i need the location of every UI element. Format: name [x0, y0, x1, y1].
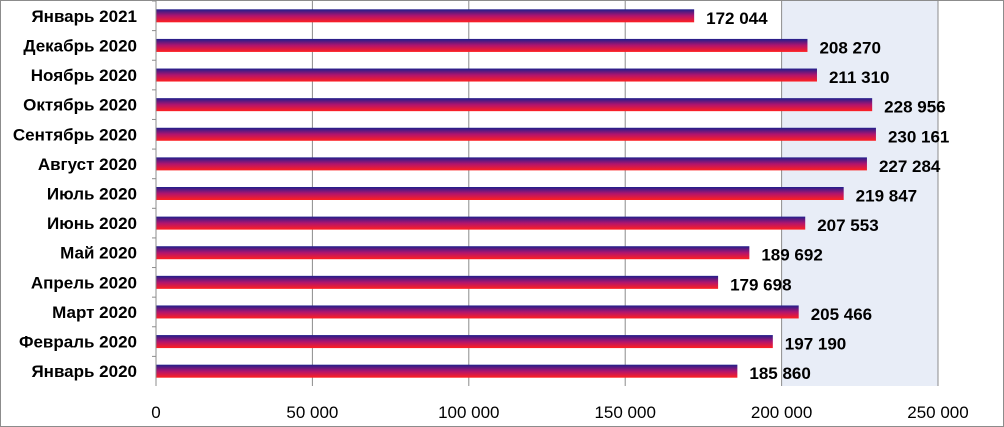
category-labels: Январь 2021 Декабрь 2020 Ноябрь 2020 Октябр… — [13, 1, 156, 381]
category-label: Декабрь 2020 — [23, 36, 137, 55]
value-label: 227 284 — [879, 157, 941, 176]
value-label: 207 553 — [817, 216, 878, 235]
bar — [156, 275, 719, 289]
value-label: 211 310 — [829, 68, 890, 87]
value-label: 219 847 — [856, 187, 917, 206]
bar — [156, 216, 806, 230]
bar — [156, 127, 876, 141]
x-tick-label: 200 000 — [751, 403, 812, 422]
bar — [156, 246, 750, 260]
value-label: 208 270 — [819, 38, 880, 57]
bar — [156, 305, 799, 319]
category-label: Май 2020 — [60, 244, 137, 263]
x-axis-ticks: 0 50 000 100 000 150 000 200 000 250 000 — [151, 403, 968, 422]
bar — [156, 187, 844, 200]
bars — [156, 9, 876, 378]
category-label: Август 2020 — [38, 155, 137, 174]
value-labels: 172 044 208 270 211 310 228 956 230 161 227 2… — [706, 9, 949, 383]
category-label: Январь 2020 — [31, 362, 137, 381]
value-label: 179 698 — [730, 275, 791, 294]
bar — [156, 335, 773, 349]
bar — [156, 9, 695, 23]
category-label: Март 2020 — [52, 303, 137, 322]
category-label: Январь 2021 — [31, 7, 137, 26]
value-label: 197 190 — [785, 335, 846, 354]
value-label: 172 044 — [706, 9, 768, 28]
bar — [156, 364, 738, 378]
value-label: 205 466 — [811, 305, 872, 324]
bar — [156, 38, 808, 52]
category-label: Ноябрь 2020 — [31, 66, 137, 85]
value-label: 230 161 — [888, 127, 949, 146]
category-label: Сентябрь 2020 — [13, 125, 137, 144]
x-tick-label: 250 000 — [907, 403, 968, 422]
value-label: 185 860 — [749, 364, 810, 383]
bar — [156, 98, 873, 112]
x-tick-label: 100 000 — [438, 403, 499, 422]
x-tick-label: 50 000 — [286, 403, 338, 422]
category-label: Февраль 2020 — [19, 333, 137, 352]
category-label: Октябрь 2020 — [23, 96, 137, 115]
category-label: Апрель 2020 — [31, 273, 137, 292]
value-label: 189 692 — [761, 246, 822, 265]
category-label: Июнь 2020 — [47, 214, 137, 233]
x-tick-label: 0 — [151, 403, 160, 422]
category-label: Июль 2020 — [47, 185, 137, 204]
value-label: 228 956 — [884, 98, 945, 117]
bar — [156, 68, 817, 82]
x-tick-label: 150 000 — [594, 403, 655, 422]
bar — [156, 157, 867, 171]
